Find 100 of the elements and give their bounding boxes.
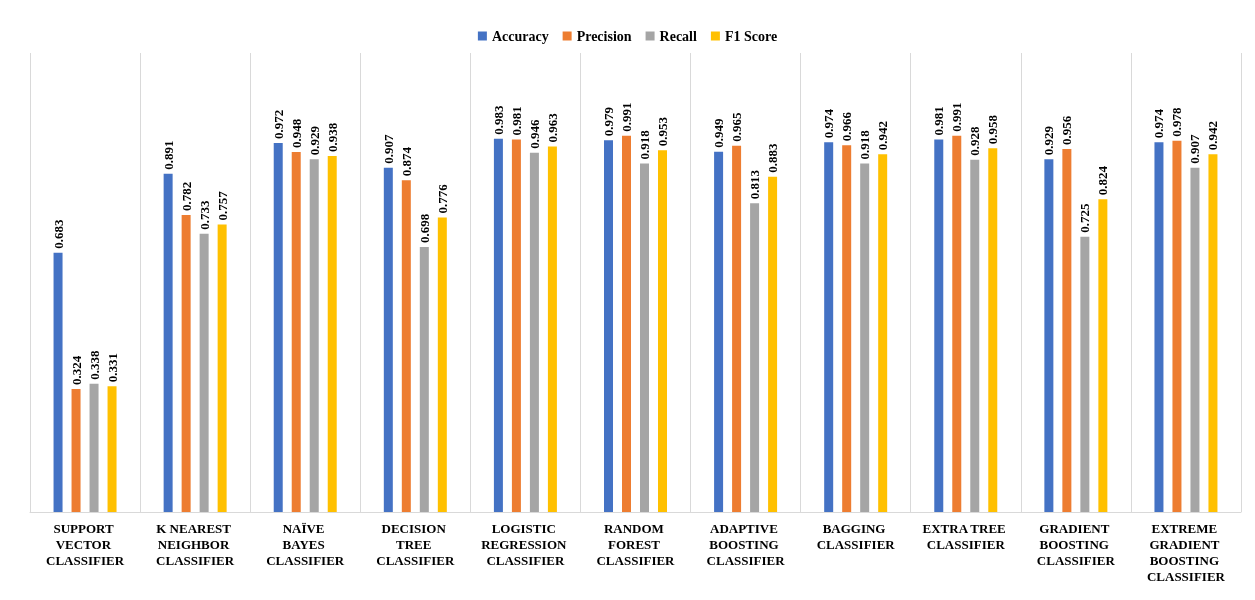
x-tick-label: EXTREME GRADIENT BOOSTING CLASSIFIER xyxy=(1146,520,1226,584)
data-label: 0.338 xyxy=(86,349,102,380)
bar xyxy=(273,142,283,512)
bar xyxy=(309,159,319,512)
bar xyxy=(842,145,852,512)
data-label: 0.883 xyxy=(765,143,781,173)
bar xyxy=(217,224,227,512)
bar xyxy=(547,146,557,512)
bar xyxy=(419,247,429,512)
data-label: 0.918 xyxy=(857,129,873,160)
data-label: 0.874 xyxy=(398,146,414,177)
bar xyxy=(970,159,980,512)
data-label: 0.953 xyxy=(655,116,670,147)
data-label: 0.928 xyxy=(967,125,983,156)
data-label: 0.938 xyxy=(324,122,340,152)
data-label: 0.965 xyxy=(729,111,745,142)
data-label: 0.949 xyxy=(711,117,727,148)
bar xyxy=(1208,154,1218,512)
data-label: 0.891 xyxy=(160,140,176,170)
x-tick-label: DECISION TREE CLASSIFIER xyxy=(376,520,455,568)
data-label: 0.956 xyxy=(1059,115,1075,146)
data-label: 0.683 xyxy=(50,218,66,249)
legend-label: F1 Score xyxy=(724,28,778,44)
bar xyxy=(529,152,539,512)
bar xyxy=(878,154,888,512)
data-label: 0.981 xyxy=(508,106,524,136)
bar xyxy=(53,252,63,512)
bar xyxy=(658,150,667,512)
bar xyxy=(291,152,301,512)
bar xyxy=(89,383,99,512)
data-label: 0.733 xyxy=(196,199,212,230)
x-tick-label: LOGISTIC REGRESSION CLASSIFIER xyxy=(481,520,570,568)
legend-label: Accuracy xyxy=(491,28,549,44)
bar xyxy=(71,388,81,512)
x-tick-label: NAÏVE BAYES CLASSIFIER xyxy=(266,520,345,568)
bar xyxy=(750,203,760,512)
data-label: 0.331 xyxy=(104,353,120,383)
bar xyxy=(511,139,521,512)
legend-label: Recall xyxy=(659,28,698,44)
bar xyxy=(1098,199,1108,512)
bar xyxy=(714,151,724,512)
data-label: 0.813 xyxy=(747,169,763,200)
data-label: 0.782 xyxy=(178,181,194,212)
data-label: 0.929 xyxy=(1041,125,1057,156)
bar xyxy=(1044,159,1054,512)
bar xyxy=(732,145,742,512)
data-label: 0.966 xyxy=(839,111,855,142)
x-tick-label: K NEAREST NEIGHBOR CLASSIFIER xyxy=(156,520,235,568)
bar xyxy=(1062,149,1072,512)
bar xyxy=(1172,140,1182,512)
data-label: 0.942 xyxy=(875,121,891,151)
data-label: 0.972 xyxy=(270,109,286,139)
x-tick-label: RANDOM FOREST CLASSIFIER xyxy=(596,520,676,568)
data-label: 0.929 xyxy=(306,125,322,156)
x-tick-label: BAGGING CLASSIFIER xyxy=(816,520,896,552)
data-label: 0.757 xyxy=(214,190,230,221)
bar xyxy=(640,163,649,512)
bar xyxy=(952,135,962,512)
bar xyxy=(1080,236,1090,512)
bar xyxy=(107,386,117,512)
data-label: 0.974 xyxy=(1151,108,1167,139)
data-label: 0.974 xyxy=(821,108,837,139)
data-label: 0.981 xyxy=(931,106,947,136)
data-label: 0.991 xyxy=(949,102,965,132)
data-label: 0.979 xyxy=(601,106,616,137)
data-label: 0.942 xyxy=(1205,121,1221,151)
data-label: 0.978 xyxy=(1169,106,1185,137)
bar xyxy=(383,167,393,512)
x-tick-label: EXTRA TREE CLASSIFIER xyxy=(922,520,1010,552)
x-tick-label: SUPPORT VECTOR CLASSIFIER xyxy=(46,520,125,568)
bar xyxy=(493,138,503,512)
data-label: 0.983 xyxy=(490,105,506,135)
data-label: 0.963 xyxy=(544,112,560,143)
data-label: 0.946 xyxy=(526,119,542,149)
data-label: 0.698 xyxy=(416,213,432,244)
bar xyxy=(437,217,447,512)
legend-label: Precision xyxy=(576,28,632,44)
data-label: 0.948 xyxy=(288,118,304,149)
x-tick-label: ADAPTIVE BOOSTING CLASSIFIER xyxy=(706,520,786,568)
bar xyxy=(604,140,613,512)
bar xyxy=(181,215,191,512)
data-label: 0.907 xyxy=(380,133,396,164)
data-label: 0.324 xyxy=(68,355,84,385)
data-label: 0.907 xyxy=(1187,133,1203,164)
data-label: 0.958 xyxy=(985,114,1001,145)
data-label: 0.918 xyxy=(637,129,652,160)
x-tick-label: GRADIENT BOOSTING CLASSIFIER xyxy=(1036,520,1116,568)
bar xyxy=(1190,167,1200,512)
bar xyxy=(988,148,998,512)
bar xyxy=(824,142,834,512)
bar xyxy=(622,135,631,512)
bar xyxy=(199,233,209,512)
data-label: 0.991 xyxy=(619,102,634,132)
bar xyxy=(768,176,778,512)
bar xyxy=(1154,142,1164,512)
bar xyxy=(934,139,944,512)
bar xyxy=(860,163,870,512)
data-label: 0.776 xyxy=(434,183,450,214)
bar xyxy=(163,173,173,512)
data-label: 0.824 xyxy=(1095,165,1111,196)
